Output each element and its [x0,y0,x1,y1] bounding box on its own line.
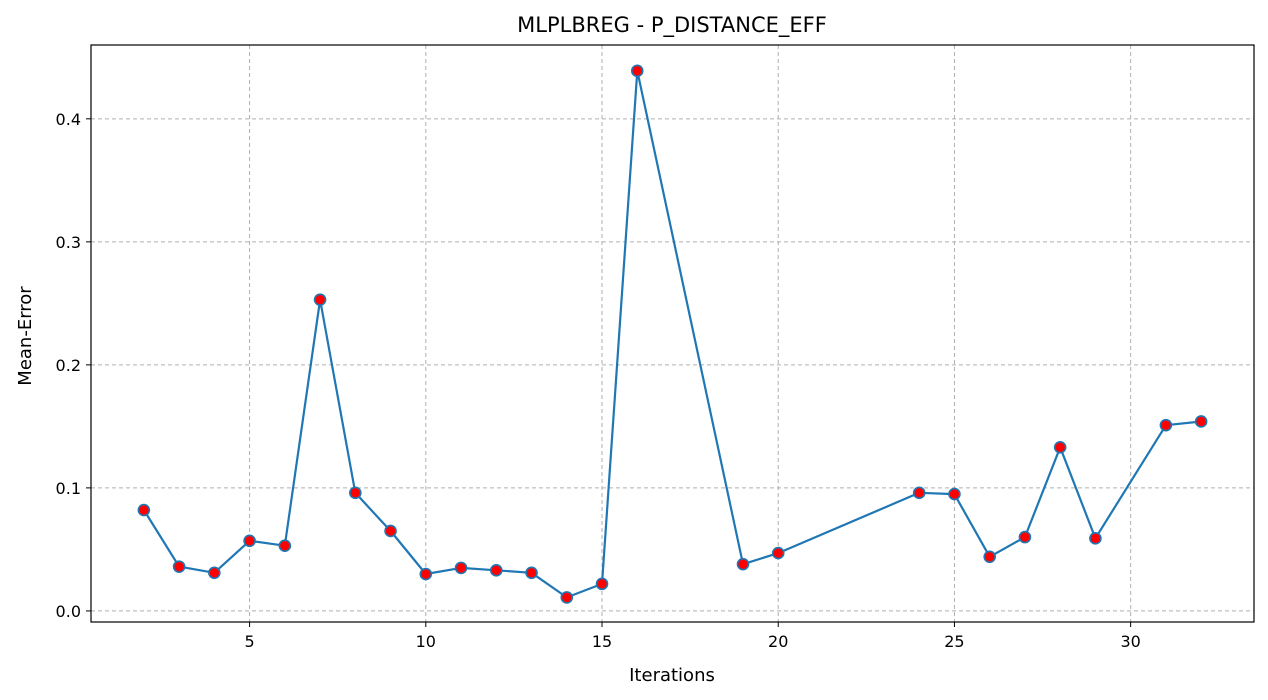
y-tick-label: 0.4 [56,110,81,129]
data-point [243,534,256,548]
data-point [278,539,292,553]
data-point [1018,530,1032,544]
data-point [208,566,221,580]
data-point [983,550,996,564]
x-tick-label: 15 [592,632,612,651]
y-tick-label: 0.0 [56,602,81,621]
data-point [1159,418,1173,432]
data-point [1194,415,1208,428]
y-tick-label: 0.2 [56,356,81,375]
data-point [1053,441,1067,454]
x-tick-label: 25 [944,632,964,651]
plot-area-frame [90,44,1255,623]
y-axis-label: Mean-Error [15,286,36,386]
x-axis-label: Iterations [629,665,715,686]
y-tick-label: 0.1 [56,479,81,498]
data-point [595,577,609,591]
data-point [736,557,750,571]
y-tick-label: 0.3 [56,233,81,252]
data-point [384,524,397,538]
data-point [630,64,644,78]
data-point [313,293,327,306]
data-point [419,567,433,581]
x-tick-label: 10 [416,632,436,651]
data-point [560,591,574,604]
x-tick-label: 30 [1120,632,1140,651]
data-point [948,487,961,501]
data-point [771,546,785,560]
grid [91,45,1254,622]
data-point [172,560,186,573]
data-point [489,564,503,577]
chart-title: MLPLBREG - P_DISTANCE_EFF [517,13,827,38]
data-point [1089,532,1102,545]
data-point [525,566,538,580]
data-point [912,486,926,500]
y-axis-ticks: 0.0 0.1 0.2 0.3 0.4 [56,110,91,621]
data-point [349,486,362,500]
x-tick-label: 5 [244,632,254,651]
series-markers [137,64,1208,604]
x-axis-ticks: 5 10 15 20 25 30 [244,622,1141,651]
data-point [454,561,468,575]
x-tick-label: 20 [768,632,788,651]
data-point [137,503,151,517]
